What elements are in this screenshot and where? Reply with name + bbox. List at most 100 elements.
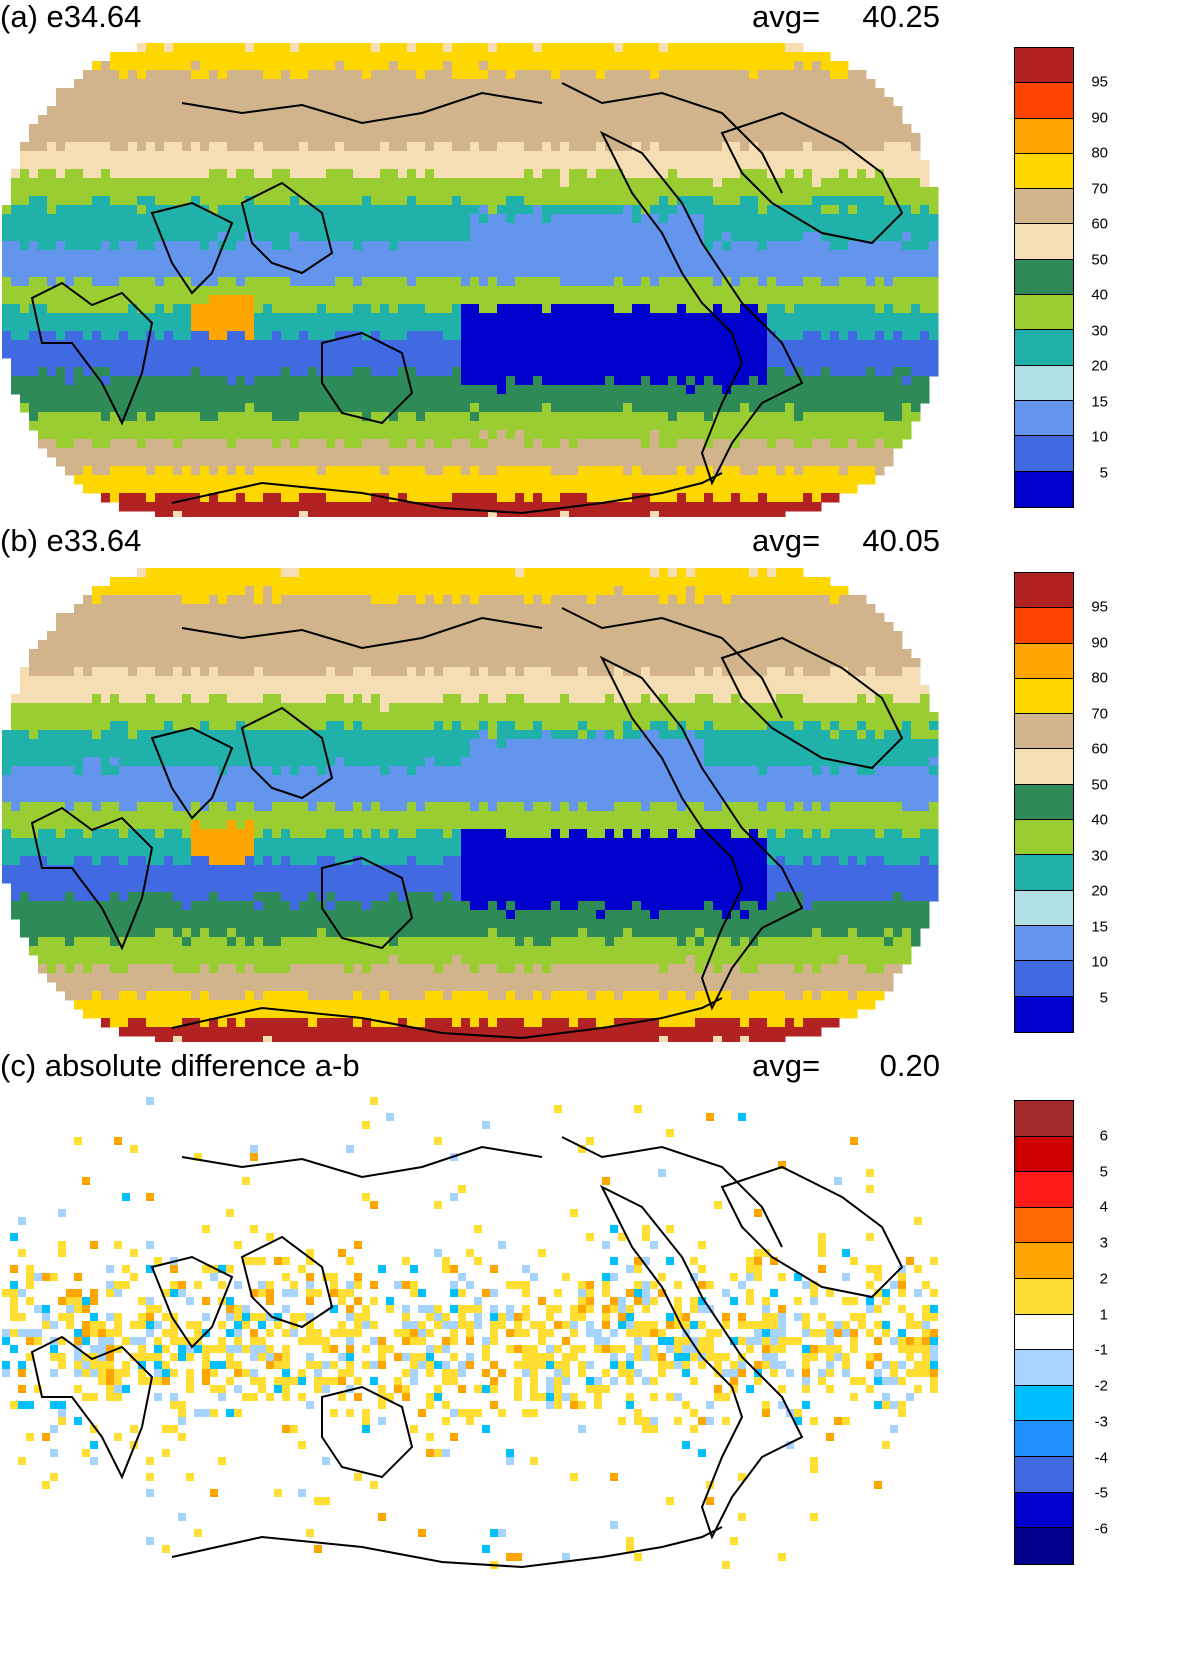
field-cell — [281, 250, 291, 260]
field-cell — [794, 295, 804, 305]
field-cell — [767, 61, 777, 71]
field-cell — [785, 376, 795, 386]
field-cell — [920, 259, 930, 269]
field-cell — [407, 151, 417, 161]
field-cell — [245, 214, 255, 224]
field-cell — [848, 394, 858, 404]
field-cell — [731, 214, 741, 224]
field-cell — [344, 106, 354, 116]
field-cell — [281, 331, 291, 341]
field-cell — [488, 340, 498, 350]
field-cell — [452, 304, 462, 314]
field-cell — [578, 439, 588, 449]
field-cell — [83, 133, 93, 143]
field-cell — [848, 142, 858, 152]
field-cell — [245, 187, 255, 197]
field-cell — [533, 403, 543, 413]
field-cell — [470, 142, 480, 152]
field-cell — [245, 151, 255, 161]
field-cell — [380, 232, 390, 242]
field-cell — [893, 124, 903, 134]
field-cell — [569, 340, 579, 350]
field-cell — [596, 439, 606, 449]
field-cell — [866, 88, 876, 98]
field-cell — [695, 88, 705, 98]
field-cell — [137, 304, 147, 314]
field-cell — [506, 97, 516, 107]
field-cell — [380, 142, 390, 152]
field-cell — [866, 313, 876, 323]
field-cell — [569, 439, 579, 449]
field-cell — [929, 367, 939, 377]
field-cell — [560, 421, 570, 431]
field-cell — [704, 268, 714, 278]
field-cell — [137, 421, 147, 431]
field-cell — [830, 403, 840, 413]
field-cell — [452, 196, 462, 206]
field-cell — [308, 439, 318, 449]
field-cell — [461, 304, 471, 314]
field-cell — [290, 304, 300, 314]
field-cell — [443, 493, 453, 503]
field-cell — [812, 295, 822, 305]
field-cell — [470, 493, 480, 503]
field-cell — [47, 448, 57, 458]
field-cell — [263, 286, 273, 296]
field-cell — [263, 142, 273, 152]
field-cell — [524, 250, 534, 260]
field-cell — [263, 169, 273, 179]
field-cell — [191, 187, 201, 197]
field-cell — [281, 304, 291, 314]
field-cell — [911, 412, 921, 422]
field-cell — [641, 430, 651, 440]
field-cell — [308, 277, 318, 287]
field-cell — [506, 52, 516, 62]
field-cell — [362, 466, 372, 476]
field-cell — [533, 286, 543, 296]
field-cell — [272, 151, 282, 161]
field-cell — [236, 322, 246, 332]
field-cell — [731, 232, 741, 242]
field-cell — [173, 277, 183, 287]
field-cell — [659, 358, 669, 368]
field-cell — [668, 70, 678, 80]
field-cell — [659, 97, 669, 107]
field-cell — [461, 160, 471, 170]
field-cell — [353, 322, 363, 332]
field-cell — [623, 322, 633, 332]
field-cell — [578, 475, 588, 485]
field-cell — [38, 259, 48, 269]
field-cell — [56, 367, 66, 377]
field-cell — [371, 232, 381, 242]
field-cell — [722, 349, 732, 359]
field-cell — [641, 493, 651, 503]
field-cell — [821, 313, 831, 323]
field-cell — [488, 133, 498, 143]
field-cell — [290, 457, 300, 467]
field-cell — [389, 79, 399, 89]
field-cell — [344, 205, 354, 215]
field-cell — [182, 214, 192, 224]
field-cell — [776, 358, 786, 368]
field-cell — [704, 358, 714, 368]
field-cell — [668, 412, 678, 422]
field-cell — [722, 115, 732, 125]
field-cell — [767, 151, 777, 161]
field-cell — [74, 277, 84, 287]
field-cell — [389, 43, 399, 53]
field-cell — [227, 493, 237, 503]
field-cell — [101, 475, 111, 485]
field-cell — [263, 457, 273, 467]
field-cell — [920, 304, 930, 314]
field-cell — [317, 412, 327, 422]
field-cell — [20, 187, 30, 197]
field-cell — [704, 223, 714, 233]
field-cell — [155, 223, 165, 233]
field-cell — [668, 232, 678, 242]
field-cell — [830, 385, 840, 395]
field-cell — [92, 457, 102, 467]
field-cell — [902, 340, 912, 350]
field-cell — [587, 403, 597, 413]
field-cell — [641, 403, 651, 413]
field-cell — [245, 286, 255, 296]
